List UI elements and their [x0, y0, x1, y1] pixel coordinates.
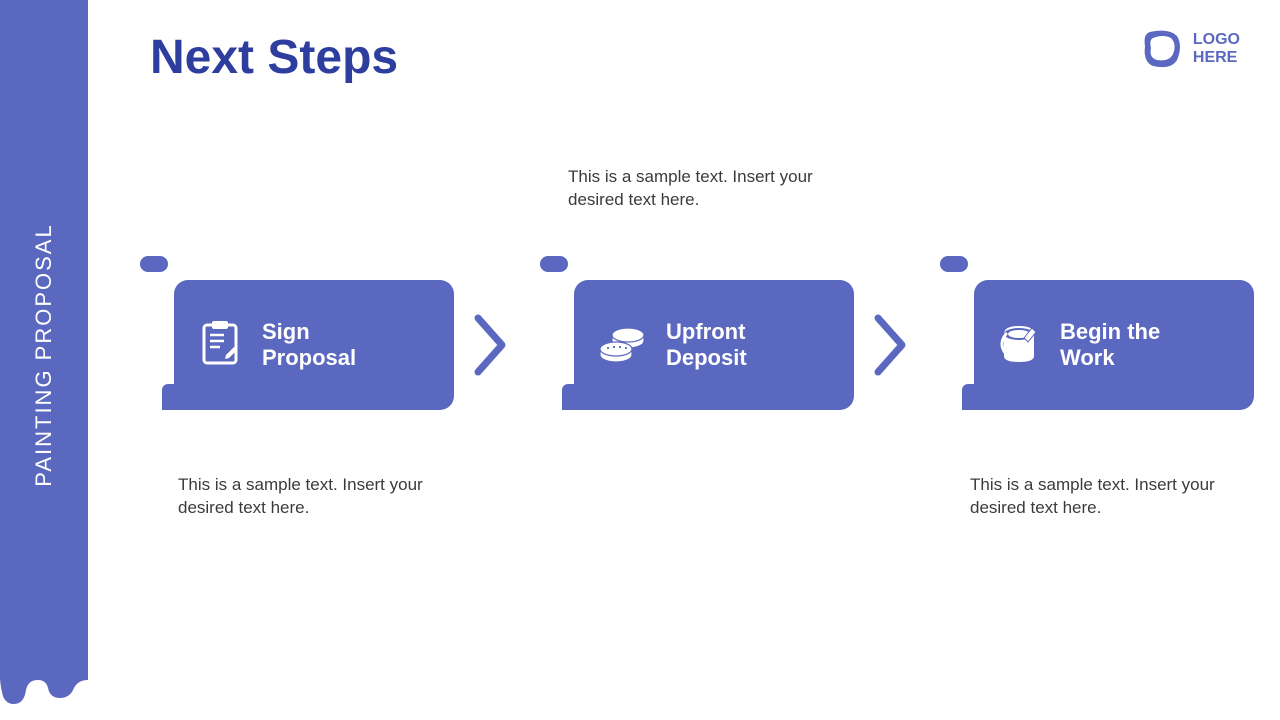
step-dot [140, 256, 168, 272]
sidebar-drip-icon [0, 676, 88, 720]
slide: PAINTING PROPOSAL Next Steps LOGO HERE T… [0, 0, 1280, 720]
step-notch [562, 384, 588, 410]
logo-line1: LOGO [1193, 31, 1240, 49]
step-notch [162, 384, 188, 410]
sidebar-label: PAINTING PROPOSAL [31, 223, 57, 486]
step-label: Begin the Work [1060, 319, 1160, 372]
step-caption-2: This is a sample text. Insert your desir… [568, 166, 858, 212]
step-label: Upfront Deposit [666, 319, 747, 372]
paintbucket-icon [996, 320, 1042, 371]
steps-row: Sign Proposal [130, 280, 1250, 410]
chevron-icon [872, 310, 912, 380]
logo-line2: HERE [1193, 49, 1240, 67]
step-notch [962, 384, 988, 410]
step-2: Upfront Deposit [530, 280, 854, 410]
clipboard-icon [196, 319, 244, 372]
step-label: Sign Proposal [262, 319, 356, 372]
logo-text: LOGO HERE [1193, 31, 1240, 66]
step-dot [940, 256, 968, 272]
step-1: Sign Proposal [130, 280, 454, 410]
page-title: Next Steps [150, 30, 398, 85]
step-caption-3: This is a sample text. Insert your desir… [970, 474, 1260, 520]
step-3: Begin the Work [930, 280, 1254, 410]
chevron-icon [472, 310, 512, 380]
step-card: Sign Proposal [174, 280, 454, 410]
step-caption-1: This is a sample text. Insert your desir… [178, 474, 468, 520]
logo: LOGO HERE [1141, 28, 1240, 70]
step-card: Upfront Deposit [574, 280, 854, 410]
logo-icon [1141, 28, 1183, 70]
step-dot [540, 256, 568, 272]
coins-icon [596, 321, 648, 370]
step-card: Begin the Work [974, 280, 1254, 410]
